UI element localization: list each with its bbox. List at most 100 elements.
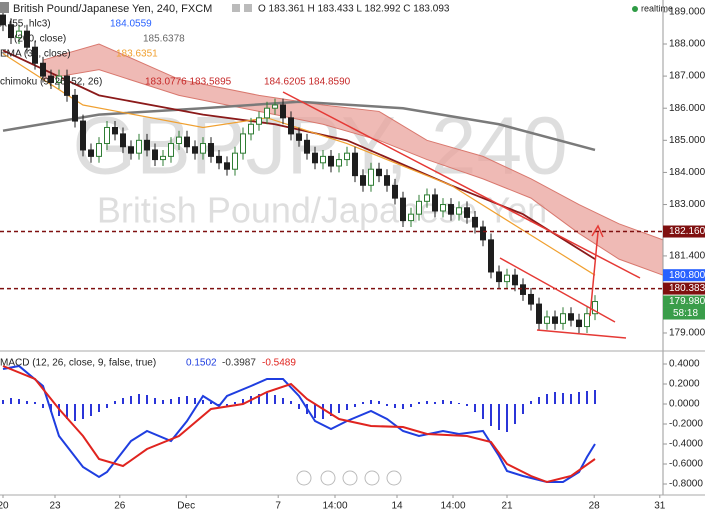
candle-body xyxy=(104,126,110,145)
histogram-bar xyxy=(282,398,284,404)
trendlines xyxy=(282,91,641,339)
candle-body xyxy=(216,155,222,164)
candle-body xyxy=(568,313,574,321)
candle-body xyxy=(400,197,406,222)
price-label: 180.383 xyxy=(669,283,705,294)
status: realtime xyxy=(641,3,673,13)
x-tick-label: 20 xyxy=(0,501,9,512)
countdown-bg xyxy=(663,307,705,320)
y-tick-label: -0.8000 xyxy=(669,479,703,490)
histogram-bar xyxy=(162,400,164,404)
histogram-bar xyxy=(258,394,260,404)
candle-body xyxy=(24,30,30,48)
candle-body xyxy=(496,271,502,283)
trendline xyxy=(536,329,627,339)
histogram-bar xyxy=(506,404,508,432)
candle-body xyxy=(256,117,262,125)
histogram-bar xyxy=(450,401,452,404)
histogram-bar xyxy=(210,402,212,404)
candle-body xyxy=(248,123,254,135)
y-tick-label: 181.400 xyxy=(669,251,705,262)
candle-body xyxy=(536,303,542,324)
histogram-bar xyxy=(346,404,348,410)
candle-body xyxy=(144,139,150,151)
y-tick-label: -0.2000 xyxy=(669,419,703,430)
candle-body xyxy=(576,319,582,328)
histogram-bar xyxy=(154,398,156,404)
histogram-bar xyxy=(290,401,292,404)
histogram-bar xyxy=(186,396,188,404)
axes: 189.000 188.000 187.000 186.000 185.000 184.0… xyxy=(0,7,705,512)
candle-body xyxy=(368,168,374,186)
histogram-bar xyxy=(122,398,124,404)
candle-body xyxy=(232,152,238,170)
histogram-bar xyxy=(10,398,12,404)
candle-body xyxy=(88,149,94,157)
y-tick-label: 183.000 xyxy=(669,199,705,210)
legend-label: EMA (34, close) xyxy=(0,49,71,60)
histogram-bar xyxy=(594,390,596,404)
histogram-bar xyxy=(314,404,316,418)
candle-body xyxy=(384,175,390,186)
legend-value: -0.5489 xyxy=(262,358,296,369)
candle-body xyxy=(32,46,38,64)
legend-buttons[interactable] xyxy=(232,4,252,12)
histogram-bar xyxy=(418,402,420,404)
candle-body xyxy=(72,94,78,122)
histogram-bar xyxy=(194,398,196,404)
y-tick-label: 0.4000 xyxy=(669,359,700,370)
candle-body xyxy=(8,24,14,39)
candle-body xyxy=(584,313,590,328)
candle-body xyxy=(560,313,566,324)
histogram-bar xyxy=(2,400,4,404)
price-label-bg xyxy=(663,295,705,308)
indicator-line xyxy=(2,100,596,152)
candle-body xyxy=(208,143,214,157)
price-label-bg xyxy=(663,269,705,282)
x-tick-label: 23 xyxy=(49,501,61,512)
histogram-bar xyxy=(546,394,548,404)
histogram-bar xyxy=(394,404,396,408)
y-tick-label: 189.000 xyxy=(669,7,705,18)
histogram-bar xyxy=(130,396,132,404)
candle-body xyxy=(328,155,334,167)
cloud-edge xyxy=(42,43,664,241)
x-tick-label: 7 xyxy=(275,501,281,512)
candle-body xyxy=(592,301,598,315)
x-tick-label: 14:00 xyxy=(322,501,347,512)
histogram-bar xyxy=(82,404,84,419)
histogram-bar xyxy=(426,401,428,404)
candle-body xyxy=(408,213,414,222)
legend-value: 184.6205 184.8590 xyxy=(264,77,351,88)
x-tick-label: 28 xyxy=(589,501,601,512)
candle-body xyxy=(40,62,46,77)
candle-body xyxy=(184,136,190,148)
x-tick-label: 14 xyxy=(391,501,403,512)
histogram-bar xyxy=(114,401,116,404)
histogram-bar xyxy=(466,404,468,406)
candle-body xyxy=(376,168,382,177)
candle-body xyxy=(440,204,446,212)
histogram-bar xyxy=(474,404,476,412)
candle-body xyxy=(128,146,134,154)
legend-value: 185.6378 xyxy=(143,34,185,45)
candle-body xyxy=(472,216,478,228)
legend-label: chimoku (9, 26, 52, 26) xyxy=(0,77,102,88)
price-label: 179.980 xyxy=(669,296,705,307)
nav-buttons[interactable] xyxy=(296,470,402,486)
x-tick-label: Dec xyxy=(177,501,195,512)
x-tick-label: 31 xyxy=(654,501,666,512)
histogram-bar xyxy=(378,401,380,404)
candle-body xyxy=(64,75,70,96)
candle-body xyxy=(200,143,206,154)
trendline xyxy=(499,257,616,323)
candle-body xyxy=(424,194,430,202)
candle-body xyxy=(288,117,294,135)
candle-body xyxy=(488,239,494,273)
y-tick-label: 179.000 xyxy=(669,328,705,339)
candle-body xyxy=(272,104,278,109)
histogram-bar xyxy=(578,392,580,404)
price-label-bg xyxy=(663,225,705,238)
symbol-title: British Pound/Japanese Yen, 240, FXCM xyxy=(13,3,212,15)
histogram-bar xyxy=(354,404,356,407)
